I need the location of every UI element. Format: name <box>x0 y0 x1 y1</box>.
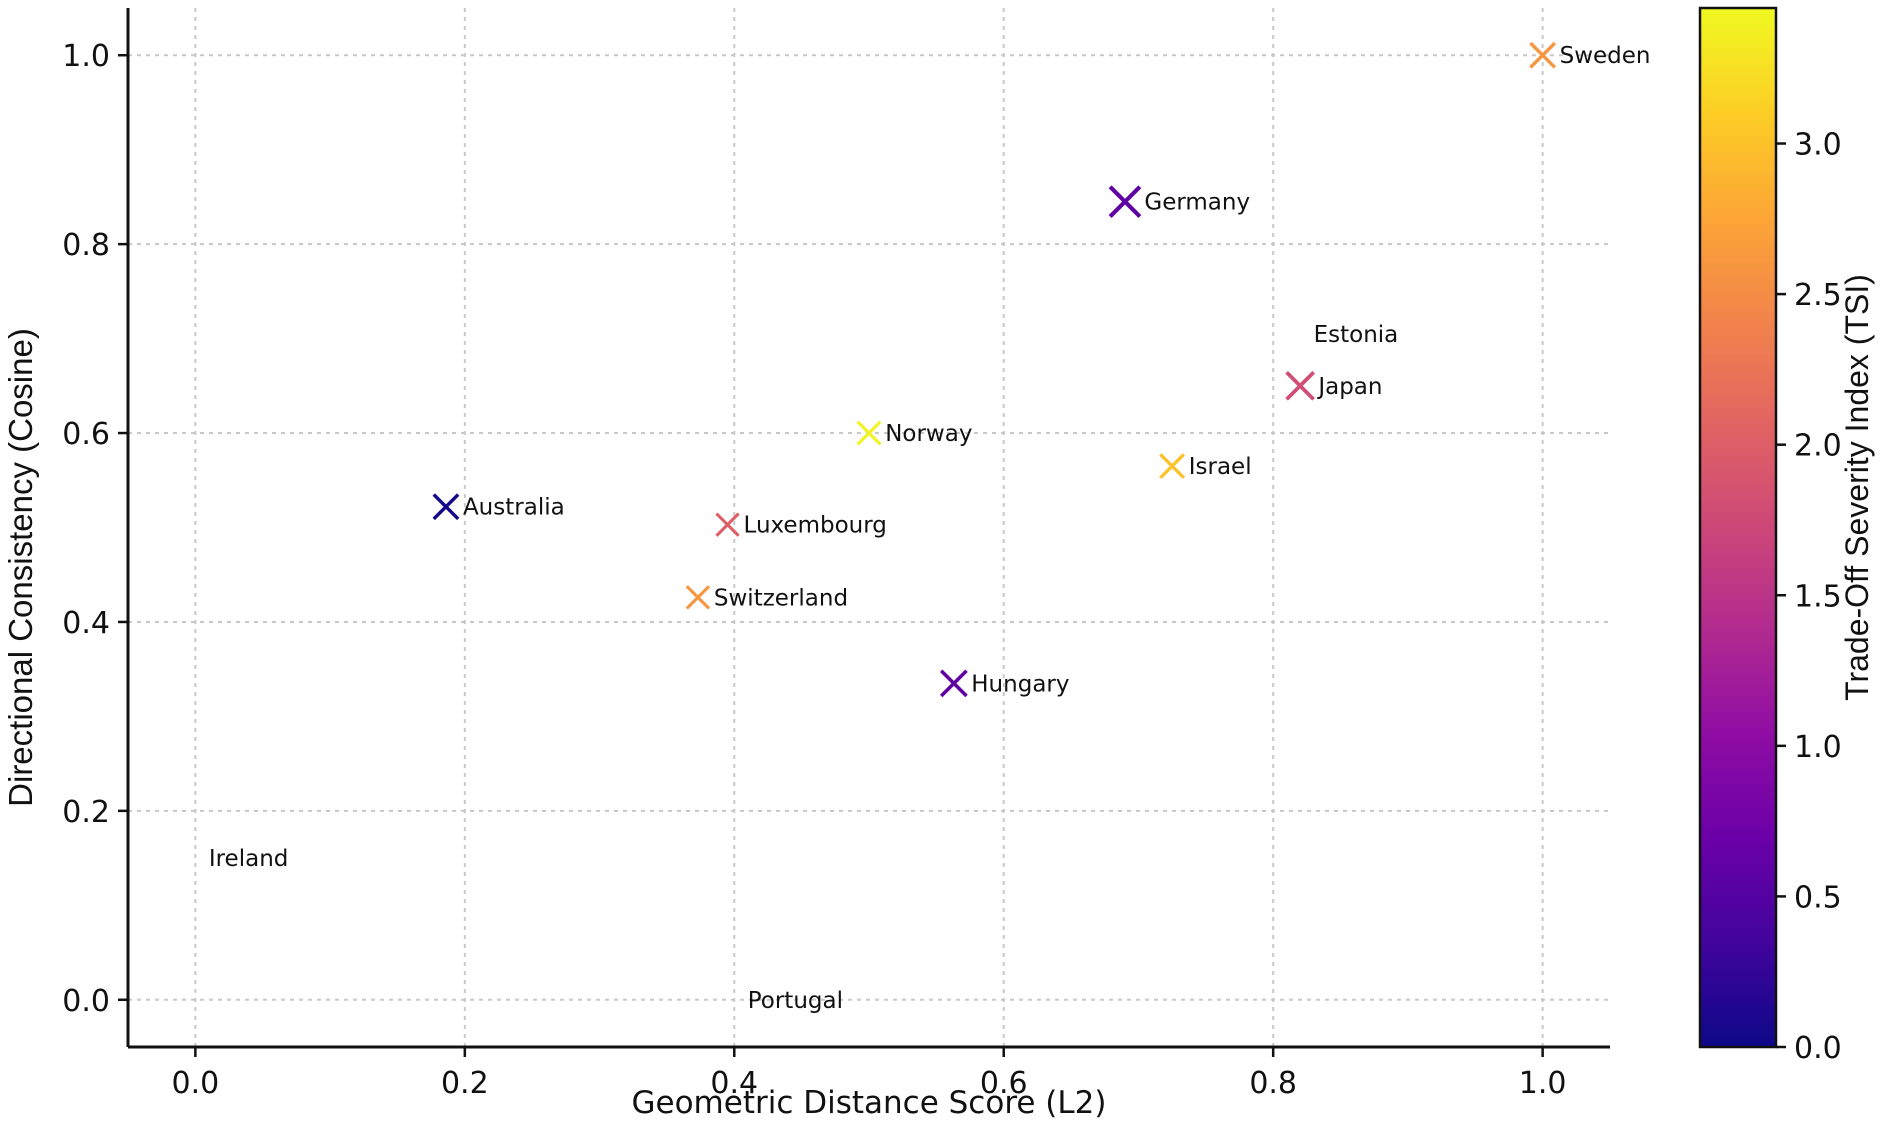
x-tick-label: 0.4 <box>710 1066 758 1101</box>
y-tick-label: 0.6 <box>62 417 110 452</box>
point-label-israel: Israel <box>1189 454 1252 480</box>
y-tick-label: 0.8 <box>62 228 110 263</box>
point-label-norway: Norway <box>885 421 972 447</box>
x-tick-label: 0.8 <box>1249 1066 1297 1101</box>
point-marker-sweden <box>1529 41 1557 69</box>
colorbar-tick-label: 0.5 <box>1794 880 1842 915</box>
x-tick-label: 1.0 <box>1519 1066 1567 1101</box>
colorbar-gradient <box>1698 6 1778 1049</box>
point-marker-japan <box>1285 370 1315 401</box>
colorbar-ticks: 0.0 0.5 1.0 1.5 2.0 2.5 3.0 <box>1776 128 1842 1066</box>
point-label-germany: Germany <box>1144 190 1250 216</box>
plot-axes <box>126 8 1610 1049</box>
point-label-ireland: Ireland <box>209 846 289 872</box>
point-label-luxembourg: Luxembourg <box>744 513 887 539</box>
colorbar-tick-label: 1.5 <box>1794 579 1842 614</box>
colorbar-tick-label: 1.0 <box>1794 730 1842 765</box>
y-tick-label: 1.0 <box>62 39 110 74</box>
data-points: Sweden Germany Estonia Japan Norway Israel Aus… <box>209 41 1651 1014</box>
point-marker-australia <box>432 493 460 521</box>
x-axis-label: Geometric Distance Score (L2) <box>631 1085 1106 1121</box>
point-marker-hungary <box>939 669 968 698</box>
y-axis-label: Directional Consistency (Cosine) <box>2 328 39 807</box>
colorbar: 0.0 0.5 1.0 1.5 2.0 2.5 3.0 <box>1698 6 1842 1066</box>
colorbar-tick-label: 0.0 <box>1794 1031 1842 1066</box>
colorbar-label: Trade-Off Severity Index (TSI) <box>1839 274 1875 701</box>
point-label-portugal: Portugal <box>748 988 843 1014</box>
colorbar-tick-label: 2.0 <box>1794 429 1842 464</box>
x-tick-label: 0.0 <box>172 1066 220 1101</box>
y-tick-label: 0.4 <box>62 606 110 641</box>
point-label-switzerland: Switzerland <box>714 585 848 611</box>
point-marker-norway <box>856 420 882 446</box>
point-marker-germany <box>1108 185 1142 218</box>
x-tick-label: 0.6 <box>980 1066 1028 1101</box>
point-marker-luxembourg <box>715 512 740 537</box>
point-label-australia: Australia <box>463 495 565 521</box>
point-label-hungary: Hungary <box>971 671 1069 697</box>
x-tick-label: 0.2 <box>441 1066 489 1101</box>
colorbar-tick-label: 3.0 <box>1794 128 1842 163</box>
point-label-estonia: Estonia <box>1314 322 1399 348</box>
grid-lines <box>128 8 1610 1047</box>
point-marker-switzerland <box>685 585 711 610</box>
point-label-sweden: Sweden <box>1560 43 1651 69</box>
colorbar-tick-label: 2.5 <box>1794 278 1842 313</box>
x-axis-ticks: 0.0 0.2 0.4 0.6 0.8 1.0 <box>172 1047 1567 1101</box>
y-axis-ticks: 0.0 0.2 0.4 0.6 0.8 1.0 <box>62 39 128 1019</box>
point-marker-israel <box>1159 453 1186 480</box>
y-tick-label: 0.0 <box>62 984 110 1019</box>
y-tick-label: 0.2 <box>62 795 110 830</box>
point-label-japan: Japan <box>1316 374 1382 400</box>
